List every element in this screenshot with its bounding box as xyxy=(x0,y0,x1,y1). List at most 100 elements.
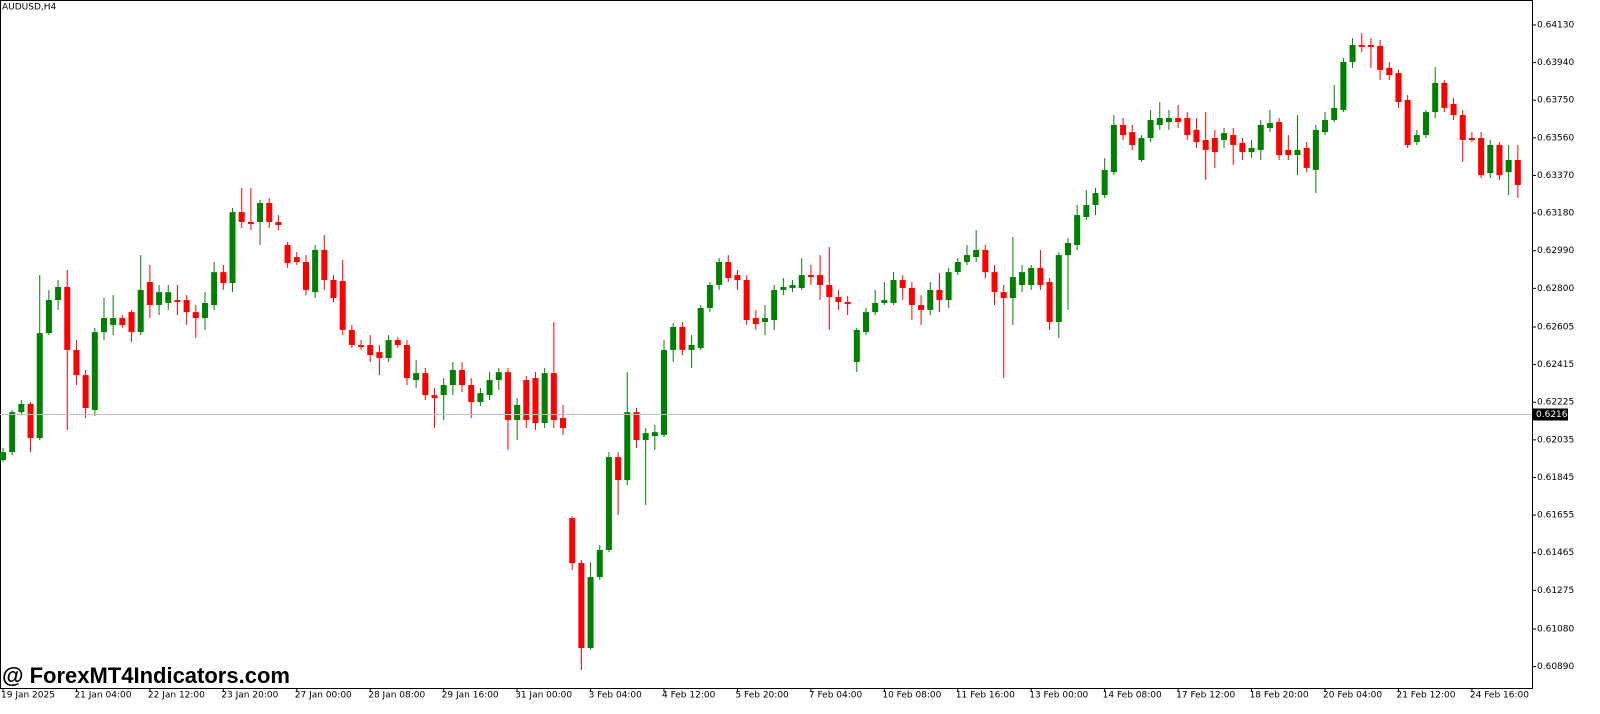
candle-body xyxy=(1110,124,1117,173)
candle-body xyxy=(1000,292,1007,299)
y-tick-label: 0.63560 xyxy=(1537,133,1574,143)
candle-body xyxy=(73,349,80,376)
y-tick-label: 0.61080 xyxy=(1537,624,1574,634)
y-tick-label: 0.62605 xyxy=(1537,322,1574,332)
candle-body xyxy=(569,518,576,564)
candle-body xyxy=(1487,144,1494,174)
candle-body xyxy=(486,380,493,396)
candle-body xyxy=(394,340,401,345)
candle-body xyxy=(532,378,539,424)
x-tick-label: 24 Feb 16:00 xyxy=(1470,691,1529,701)
x-tick-label: 4 Feb 12:00 xyxy=(662,691,716,701)
candle-body xyxy=(762,318,768,323)
candle-body xyxy=(1505,160,1512,173)
candle-body xyxy=(1285,149,1292,156)
candle-body xyxy=(440,384,447,396)
candle-body xyxy=(890,280,897,304)
x-tick-label: 20 Feb 04:00 xyxy=(1323,691,1382,701)
candle-body xyxy=(1046,282,1053,323)
x-tick-label: 28 Jan 08:00 xyxy=(368,691,425,701)
candle-body xyxy=(826,284,833,298)
candle-body xyxy=(257,202,264,223)
candle-body xyxy=(422,373,429,396)
candle-body xyxy=(82,375,89,408)
candle-body xyxy=(697,307,704,348)
candle-body xyxy=(1413,135,1420,142)
y-tick-label: 0.61465 xyxy=(1537,548,1574,558)
candle-body xyxy=(1074,215,1081,245)
candle-body xyxy=(1101,169,1108,196)
x-tick-label: 17 Feb 12:00 xyxy=(1176,691,1235,701)
candle-body xyxy=(36,333,43,439)
candle-body xyxy=(1138,138,1145,161)
candle-body xyxy=(1404,100,1411,145)
candle-body xyxy=(468,384,475,403)
candle-body xyxy=(348,329,355,345)
candle-body xyxy=(284,244,291,264)
candle-body xyxy=(55,286,62,301)
candle-body xyxy=(91,332,98,410)
y-tick-label: 0.60890 xyxy=(1537,662,1574,672)
candle-body xyxy=(743,280,750,321)
plot-frame xyxy=(0,0,1533,689)
candle-body xyxy=(1441,82,1448,108)
candle-body xyxy=(587,577,594,648)
candle-body xyxy=(679,326,686,350)
candle-body xyxy=(1322,120,1329,133)
candle-body xyxy=(807,275,814,278)
candle-body xyxy=(27,404,34,439)
candle-body xyxy=(1147,120,1154,139)
candle-body xyxy=(945,272,952,301)
candle-body xyxy=(1349,44,1356,62)
candle-body xyxy=(220,272,227,284)
candle-body xyxy=(449,369,456,385)
candle-body xyxy=(780,286,787,290)
candle-body xyxy=(45,300,52,334)
candle-body xyxy=(174,300,181,303)
candle-body xyxy=(266,202,273,223)
candle-body xyxy=(137,289,144,333)
candle-body xyxy=(477,393,484,403)
candle-body xyxy=(716,262,723,285)
candle-body xyxy=(146,282,153,305)
x-tick-label: 18 Feb 20:00 xyxy=(1250,691,1309,701)
candle-body xyxy=(247,222,254,224)
candle-body xyxy=(1423,112,1430,136)
candle-body xyxy=(201,303,208,319)
candle-body xyxy=(367,344,374,356)
x-tick-label: 10 Feb 08:00 xyxy=(882,691,941,701)
candle-body xyxy=(302,262,309,290)
candle-body xyxy=(725,262,732,279)
candle-body xyxy=(1386,67,1393,76)
candle-body xyxy=(1019,272,1026,285)
candle-body xyxy=(853,329,860,363)
candle-body xyxy=(963,255,970,263)
candle-body xyxy=(541,373,548,424)
x-tick-label: 27 Jan 00:00 xyxy=(295,691,352,701)
candle-body xyxy=(238,212,245,223)
candle-body xyxy=(504,372,511,421)
candle-body xyxy=(1028,267,1035,285)
y-tick-label: 0.61845 xyxy=(1537,473,1574,483)
candle-body xyxy=(192,312,199,319)
x-tick-label: 23 Jan 20:00 xyxy=(221,691,278,701)
candle-body xyxy=(1478,138,1485,176)
x-tick-label: 21 Feb 12:00 xyxy=(1396,691,1455,701)
current-price-label: 0.62163 xyxy=(1536,410,1573,420)
candle-body xyxy=(835,297,842,303)
candle-body xyxy=(1211,138,1218,153)
candle-body xyxy=(1239,142,1246,153)
candle-body xyxy=(624,412,631,481)
candle-body xyxy=(1294,149,1301,156)
candle-body xyxy=(376,352,383,359)
candle-body xyxy=(1468,138,1475,141)
candle-body xyxy=(881,300,888,304)
candle-body xyxy=(514,404,521,421)
candle-body xyxy=(495,372,502,381)
x-tick-label: 5 Feb 20:00 xyxy=(735,691,789,701)
candle-body xyxy=(1459,115,1466,141)
chart-title: AUDUSD,H4 xyxy=(2,3,57,13)
candle-body xyxy=(100,318,107,333)
candle-body xyxy=(982,249,989,273)
